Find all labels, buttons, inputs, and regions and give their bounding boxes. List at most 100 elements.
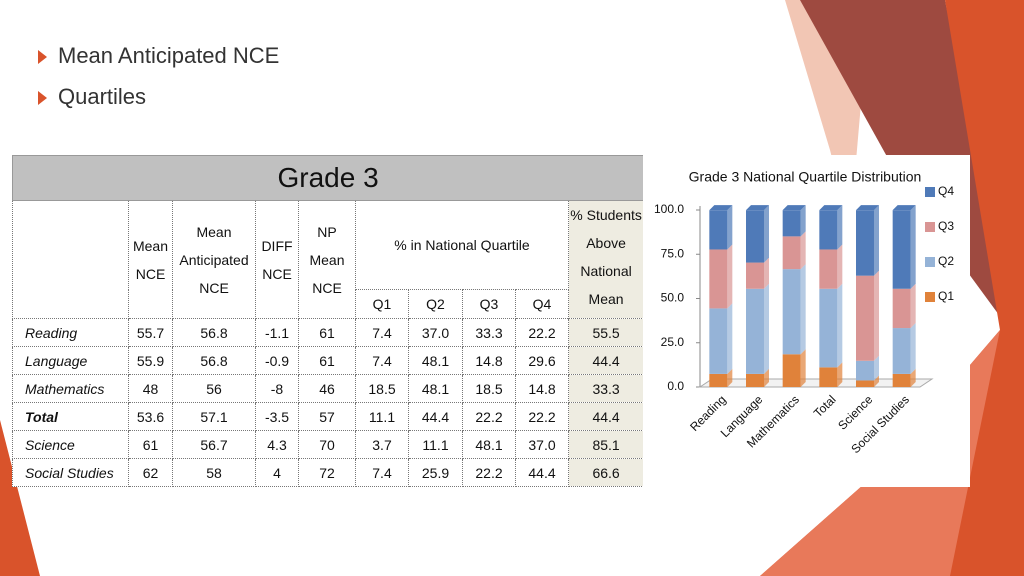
table-cell: 3.7: [355, 430, 409, 459]
table-cell: 61: [298, 346, 356, 375]
header-cell: Q2: [408, 289, 463, 319]
table-cell: 61: [298, 318, 356, 347]
bar-side: [837, 244, 843, 289]
row-label: Reading: [12, 318, 129, 347]
header-cell: % in National Quartile: [355, 200, 569, 290]
table-cell: 44.4: [567, 402, 643, 431]
table-row: Social Studies 62 58 4 72 7.4 25.9 22.2 44.4 66.6: [12, 458, 643, 487]
decor: [0, 420, 40, 576]
bar-side: [874, 205, 879, 276]
header-cell: Mean Anticipated NCE: [172, 200, 256, 319]
bar-side: [910, 323, 916, 374]
bar-side: [800, 264, 806, 355]
table-cell: 56: [172, 374, 256, 403]
bar-segment: [856, 360, 874, 381]
table-cell: 33.3: [462, 318, 516, 347]
y-tick-label: 25.0: [661, 335, 685, 349]
bar-top: [709, 205, 733, 211]
header-cell: NP Mean NCE: [298, 200, 356, 319]
table-cell: 48.1: [408, 346, 463, 375]
table-cell: -1.1: [255, 318, 299, 347]
bar-side: [837, 362, 843, 387]
bar-top: [782, 205, 806, 211]
bar-segment: [782, 210, 801, 237]
bar-segment: [819, 249, 838, 289]
table-cell: 48: [128, 374, 173, 403]
y-tick-label: 50.0: [661, 291, 685, 305]
bar-segment: [709, 249, 728, 309]
legend-swatch: [925, 187, 935, 197]
bar-side: [910, 283, 916, 329]
table-row: Reading 55.7 56.8 -1.1 61 7.4 37.0 33.3 22.2 55.5: [12, 318, 643, 347]
y-tick-label: 75.0: [661, 246, 685, 260]
bar-side: [800, 231, 806, 270]
bar-segment: [782, 269, 801, 355]
table-title: Grade 3: [12, 155, 643, 201]
header-cell: Q4: [515, 289, 569, 319]
bar-side: [800, 349, 806, 387]
table-cell: 37.0: [515, 430, 569, 459]
bar-top: [856, 205, 879, 211]
table-cell: 29.6: [515, 346, 569, 375]
bar-side: [910, 205, 916, 289]
bar-top: [892, 205, 916, 211]
bar-segment: [892, 210, 911, 289]
bar-segment: [892, 328, 911, 374]
header-cell: DIFF NCE: [255, 200, 299, 319]
row-label: Language: [12, 346, 129, 375]
table-cell: 37.0: [408, 318, 463, 347]
bar-side: [874, 355, 879, 381]
bar-segment: [746, 262, 764, 289]
table-cell: 44.4: [515, 458, 569, 487]
table-cell: 53.6: [128, 402, 173, 431]
table-cell: 66.6: [567, 458, 643, 487]
table-cell: 33.3: [567, 374, 643, 403]
table-cell: 22.2: [462, 402, 516, 431]
table-cell: 55.7: [128, 318, 173, 347]
legend-swatch: [925, 292, 935, 302]
bullet-text: Quartiles: [58, 84, 146, 109]
bar-side: [874, 270, 879, 361]
row-label: Science: [12, 430, 129, 459]
bullet-text: Mean Anticipated NCE: [58, 43, 279, 68]
table-cell: 14.8: [515, 374, 569, 403]
bar-side: [874, 375, 879, 387]
table-cell: 7.4: [355, 458, 409, 487]
legend-label: Q3: [938, 219, 954, 233]
table-cell: 14.8: [462, 346, 516, 375]
table-cell: 7.4: [355, 318, 409, 347]
table-cell: 85.1: [567, 430, 643, 459]
bar-side: [764, 257, 769, 289]
bar-segment: [892, 373, 911, 387]
bullet-icon: [38, 50, 47, 64]
table-cell: 56.8: [172, 346, 256, 375]
table-cell: 46: [298, 374, 356, 403]
legend-label: Q1: [938, 289, 954, 303]
y-tick-label: 100.0: [654, 202, 684, 216]
bar-segment: [856, 210, 874, 276]
table-cell: 48.1: [462, 430, 516, 459]
table-cell: 18.5: [462, 374, 516, 403]
table-cell: 62: [128, 458, 173, 487]
legend-label: Q2: [938, 254, 954, 268]
table-cell: 48.1: [408, 374, 463, 403]
table-cell: 7.4: [355, 346, 409, 375]
bar-segment: [709, 210, 728, 250]
bar-side: [837, 283, 843, 368]
bar-top: [746, 205, 769, 211]
bar-top: [819, 205, 843, 211]
table-cell: 56.8: [172, 318, 256, 347]
bar-segment: [892, 288, 911, 329]
header-cell: [12, 200, 129, 319]
table-cell: 70: [298, 430, 356, 459]
decor: [760, 330, 1000, 576]
chart-background: [647, 155, 970, 487]
table-cell: -8: [255, 374, 299, 403]
table-cell: 22.2: [515, 318, 569, 347]
bar-side: [800, 205, 806, 237]
bar-side: [764, 283, 769, 374]
bar-segment: [856, 275, 874, 361]
bar-segment: [746, 210, 764, 263]
header-cell: Q3: [462, 289, 516, 319]
